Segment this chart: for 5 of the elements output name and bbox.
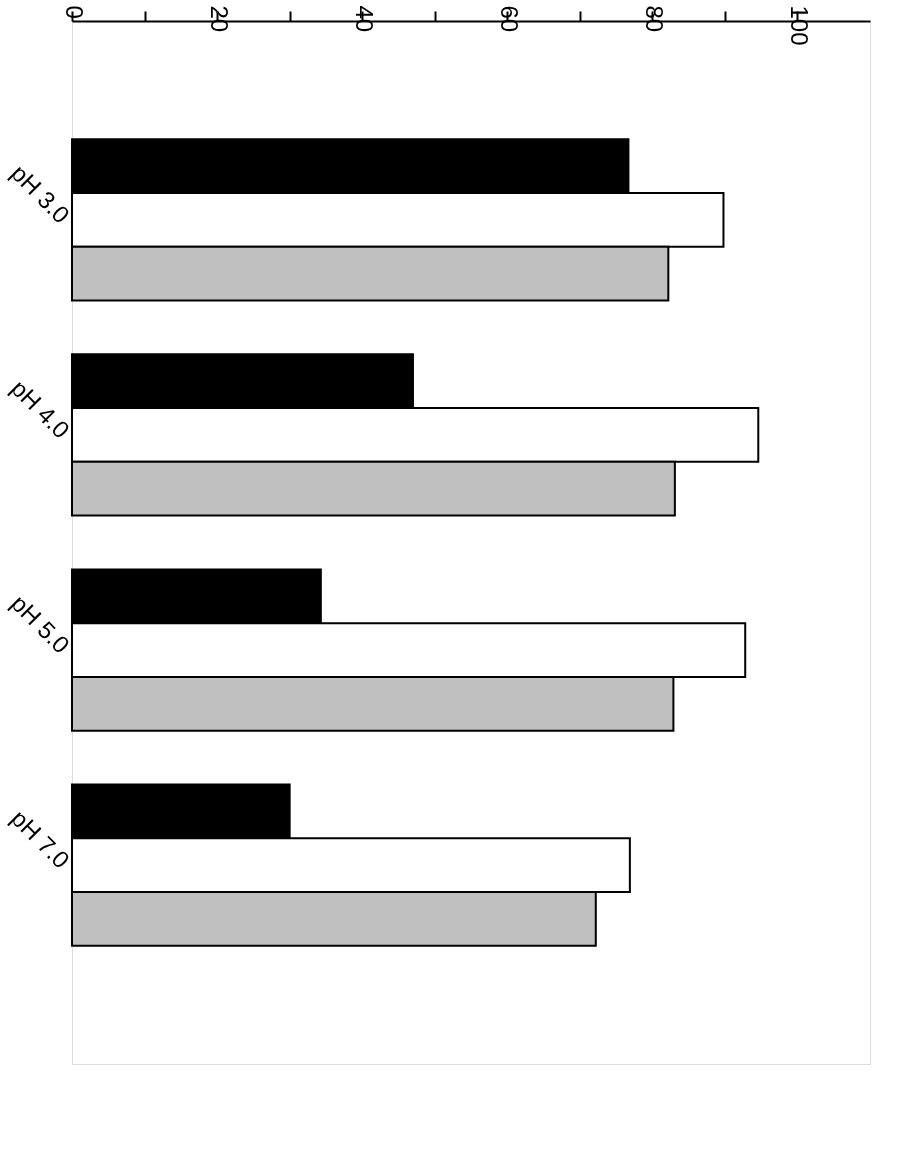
y-tick-label: pH 4.0 [6,374,76,444]
y-tick-label: pH 7.0 [6,804,76,874]
x-tick-label: 0 [60,5,88,19]
y-tick-label: pH 3.0 [6,159,76,229]
y-tick-label: pH 5.0 [6,589,76,659]
